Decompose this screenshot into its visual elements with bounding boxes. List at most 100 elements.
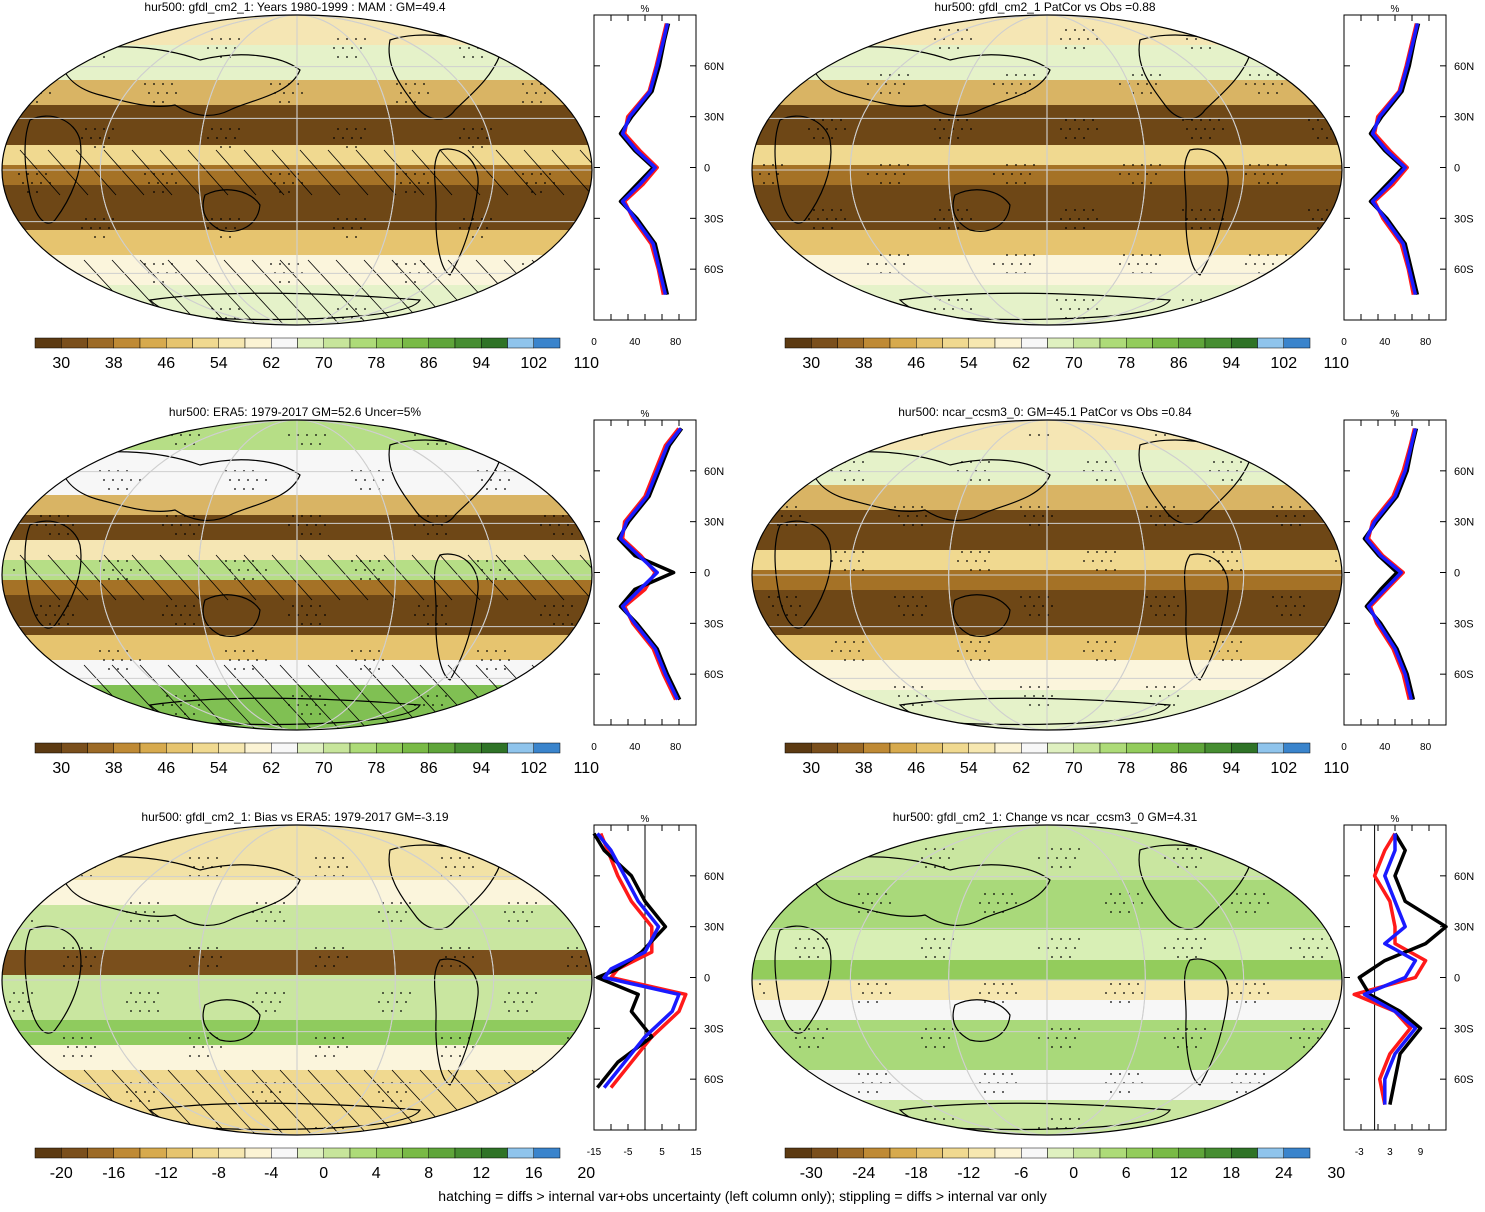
colorbar-label: 102 bbox=[520, 355, 547, 372]
colorbar-label: 62 bbox=[262, 760, 280, 777]
profile-series-line bbox=[618, 427, 683, 701]
profile-unit: % bbox=[641, 4, 650, 15]
colorbar-label: 86 bbox=[420, 355, 438, 372]
profile-series-line bbox=[1362, 833, 1418, 1105]
profile-series-line bbox=[620, 23, 670, 296]
colorbar-label: -16 bbox=[102, 1165, 125, 1182]
coastline bbox=[774, 520, 832, 629]
colorbar-label: 94 bbox=[1222, 760, 1240, 777]
profile-lat-label: 30S bbox=[1454, 1023, 1474, 1035]
coastline bbox=[24, 115, 82, 224]
profile-xtick: 40 bbox=[629, 742, 641, 753]
profile-xtick: 15 bbox=[690, 1147, 702, 1158]
colorbar-label: 46 bbox=[907, 355, 925, 372]
footer-note: hatching = diffs > internal var+obs unce… bbox=[438, 1188, 1047, 1204]
colorbar-label: 94 bbox=[1222, 355, 1240, 372]
colorbar: 30 38 46 54 62 70 78 86 94 102 110 bbox=[34, 742, 599, 777]
panel-graphic: -30 -24 -18 -12 -6 0 6 12 18 24 30% -3 3 9 60N 30N 0 30S 6… bbox=[751, 814, 1474, 1182]
colorbar-label: -18 bbox=[905, 1165, 928, 1182]
map-outline bbox=[751, 14, 1343, 326]
zonal-profile: % -15 -5 5 15 60N 30N 0 30S 60S bbox=[587, 814, 724, 1158]
colorbar-label: 38 bbox=[855, 760, 873, 777]
colorbar-label: 54 bbox=[210, 355, 228, 372]
profile-lat-label: 0 bbox=[1454, 163, 1460, 175]
profile-series-line bbox=[1370, 23, 1420, 296]
zonal-profile: % 0 40 80 60N 30N 0 30S 60S bbox=[1341, 409, 1474, 753]
coastline bbox=[774, 925, 832, 1034]
coastline bbox=[59, 46, 301, 117]
profile-xtick: 40 bbox=[1379, 742, 1391, 753]
coastline bbox=[202, 594, 261, 637]
colorbar-label: 102 bbox=[1270, 760, 1297, 777]
colorbar-label: -6 bbox=[1014, 1165, 1028, 1182]
zonal-profile: % 0 40 80 60N 30N 0 30S 60S bbox=[591, 4, 724, 348]
coastline bbox=[1183, 553, 1229, 681]
colorbar-label: 20 bbox=[577, 1165, 595, 1182]
profile-unit: % bbox=[1391, 4, 1400, 15]
panel-graphic: 30 38 46 54 62 70 78 86 94 102 110% 0 40 80 60N 30N 0 30S… bbox=[751, 4, 1474, 372]
colorbar-label: -24 bbox=[852, 1165, 875, 1182]
profile-lat-label: 60S bbox=[704, 669, 724, 681]
profile-unit: % bbox=[1391, 409, 1400, 420]
colorbar-label: 70 bbox=[315, 355, 333, 372]
colorbar-label: 78 bbox=[367, 760, 385, 777]
profile-unit: % bbox=[641, 814, 650, 825]
profile-xtick: 0 bbox=[1341, 337, 1347, 348]
colorbar-label: -20 bbox=[50, 1165, 73, 1182]
map-title: hur500: ERA5: 1979-2017 GM=52.6 Uncer=5% bbox=[168, 405, 422, 419]
map-outline bbox=[1, 14, 593, 326]
profile-series-line bbox=[1357, 832, 1448, 1105]
coastline bbox=[202, 999, 261, 1042]
map-outline bbox=[751, 824, 1343, 1136]
profile-lat-label: 30S bbox=[704, 1023, 724, 1035]
profile-xtick: 0 bbox=[591, 337, 597, 348]
profile-lat-label: 30N bbox=[704, 112, 724, 124]
profile-xtick: 40 bbox=[1379, 337, 1391, 348]
colorbar-label: 78 bbox=[1117, 355, 1135, 372]
coastline bbox=[433, 148, 479, 276]
colorbar: 30 38 46 54 62 70 78 86 94 102 110 bbox=[784, 742, 1349, 777]
profile-series-line bbox=[1352, 832, 1428, 1105]
profile-xtick: -5 bbox=[624, 1147, 633, 1158]
colorbar-label: -12 bbox=[155, 1165, 178, 1182]
colorbar-label: 62 bbox=[1012, 355, 1030, 372]
profile-lat-label: 60N bbox=[1454, 61, 1474, 73]
profile-lat-label: 30S bbox=[1454, 213, 1474, 225]
profile-lat-label: 60N bbox=[1454, 466, 1474, 478]
colorbar-label: -4 bbox=[264, 1165, 278, 1182]
coastline bbox=[24, 925, 82, 1034]
map-title: hur500: gfdl_cm2_1: Bias vs ERA5: 1979-2… bbox=[141, 810, 449, 824]
profile-xtick: 80 bbox=[670, 337, 682, 348]
profile-xtick: 3 bbox=[1387, 1147, 1393, 1158]
coastline bbox=[774, 115, 832, 224]
colorbar: -30 -24 -18 -12 -6 0 6 12 18 24 30 bbox=[784, 1147, 1345, 1182]
colorbar-label: 86 bbox=[1170, 355, 1188, 372]
colorbar-label: 110 bbox=[573, 355, 599, 372]
map-outline bbox=[751, 419, 1343, 731]
coastline bbox=[809, 856, 1051, 927]
zonal-profile: % -3 3 9 60N 30N 0 30S 60S bbox=[1343, 814, 1474, 1158]
panel-graphic: 30 38 46 54 62 70 78 86 94 102 110% 0 40 80 60N 30N 0 30S… bbox=[751, 409, 1474, 777]
colorbar-label: 38 bbox=[105, 355, 123, 372]
colorbar-label: 62 bbox=[1012, 760, 1030, 777]
colorbar-label: 16 bbox=[525, 1165, 543, 1182]
panel-era5: hur500: ERA5: 1979-2017 GM=52.6 Uncer=5%… bbox=[0, 405, 735, 795]
map-outline bbox=[1, 824, 593, 1136]
colorbar-label: -30 bbox=[800, 1165, 823, 1182]
colorbar-label: 30 bbox=[52, 760, 70, 777]
profile-lat-label: 30S bbox=[704, 213, 724, 225]
colorbar: 30 38 46 54 62 70 78 86 94 102 110 bbox=[784, 337, 1349, 372]
colorbar-label: 110 bbox=[1323, 760, 1349, 777]
colorbar-label: 38 bbox=[855, 355, 873, 372]
colorbar-label: 110 bbox=[1323, 355, 1349, 372]
colorbar-label: 54 bbox=[210, 760, 228, 777]
coastline bbox=[952, 189, 1011, 232]
profile-lat-label: 60N bbox=[1454, 871, 1474, 883]
colorbar-label: 70 bbox=[315, 760, 333, 777]
profile-unit: % bbox=[641, 409, 650, 420]
colorbar-label: 102 bbox=[520, 760, 547, 777]
profile-lat-label: 0 bbox=[704, 973, 710, 985]
coastline bbox=[202, 189, 261, 232]
coastline bbox=[952, 594, 1011, 637]
profile-xtick: 5 bbox=[659, 1147, 665, 1158]
